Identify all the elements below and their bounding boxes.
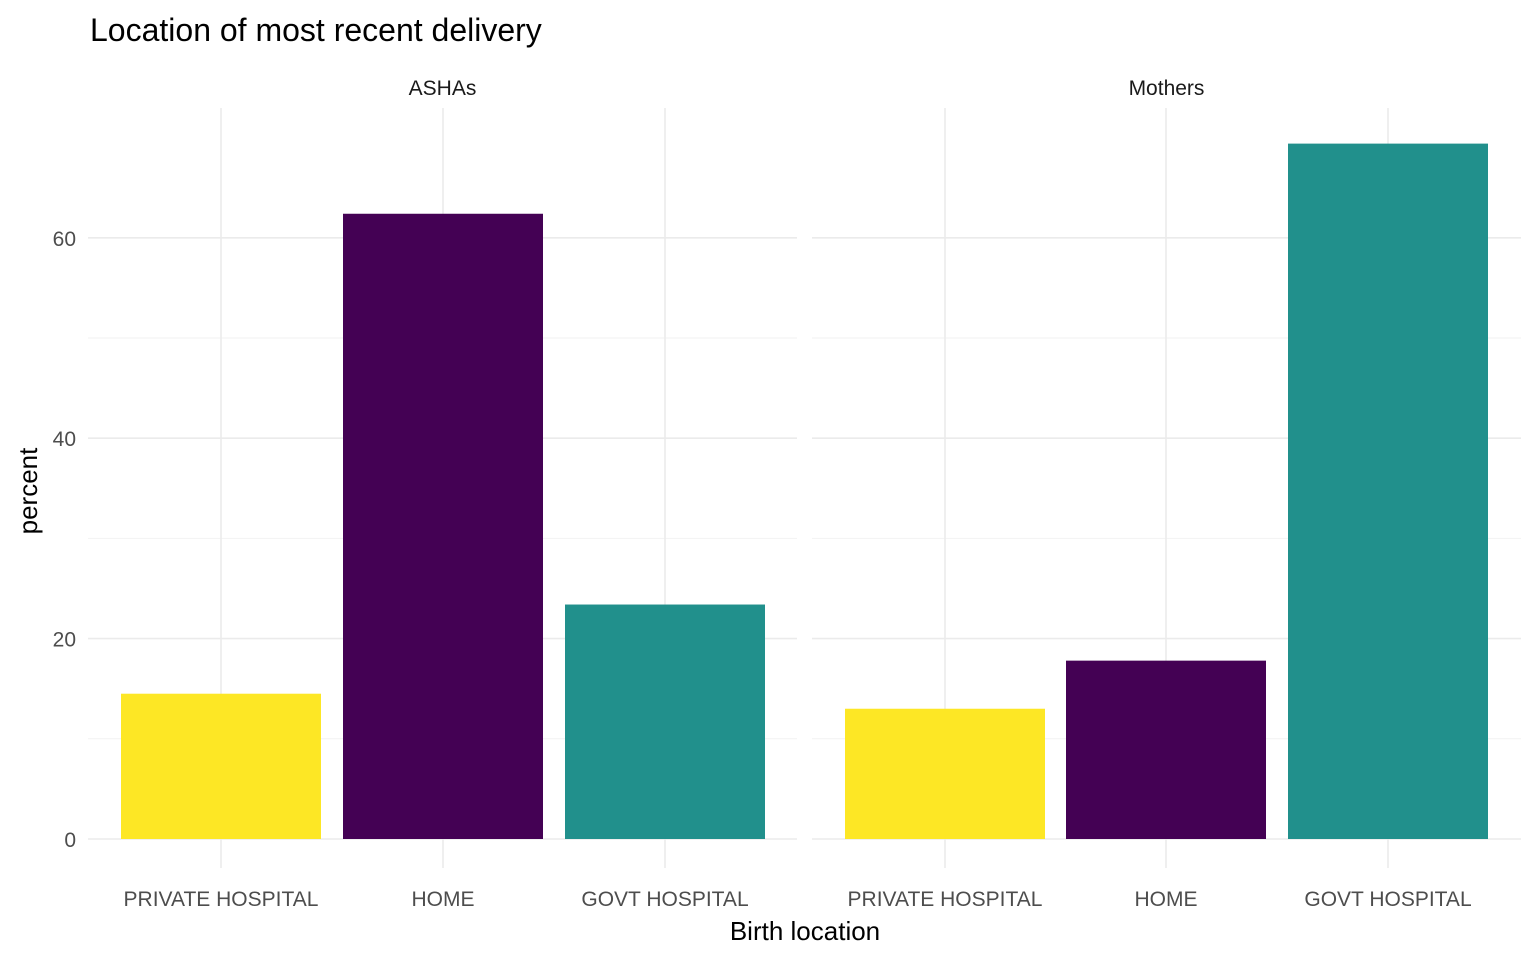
x-tick-label: HOME [412,888,475,911]
bar-ashas-govt-hospital [565,604,765,839]
facet-strip-label: ASHAs [409,77,477,100]
panel-mothers: Mothers PRIVATE HOSPITAL HOME GOVT HOSPITAL [812,77,1521,911]
bar-ashas-home [343,213,543,839]
bar-mothers-private-hospital [845,708,1045,839]
y-axis-ticks: 0 20 40 60 [53,228,76,852]
bar-mothers-govt-hospital [1288,143,1488,839]
y-tick-label: 60 [53,228,76,251]
y-tick-label: 40 [53,428,76,451]
x-axis-title: Birth location [730,916,880,946]
x-tick-label: GOVT HOSPITAL [1304,888,1471,911]
x-tick-label: GOVT HOSPITAL [581,888,748,911]
y-tick-label: 20 [53,629,76,652]
y-axis-title: percent [13,447,43,534]
x-tick-label: PRIVATE HOSPITAL [124,888,319,911]
facet-strip-label: Mothers [1129,77,1205,100]
y-tick-label: 0 [64,829,76,852]
x-tick-label: HOME [1135,888,1198,911]
chart-title: Location of most recent delivery [90,12,542,48]
bar-mothers-home [1066,660,1266,839]
panel-ashas: ASHAs PRIVATE HOSPITAL HOME GOVT HOSPITAL [88,77,797,911]
bar-ashas-private-hospital [121,693,321,839]
x-tick-label: PRIVATE HOSPITAL [848,888,1043,911]
